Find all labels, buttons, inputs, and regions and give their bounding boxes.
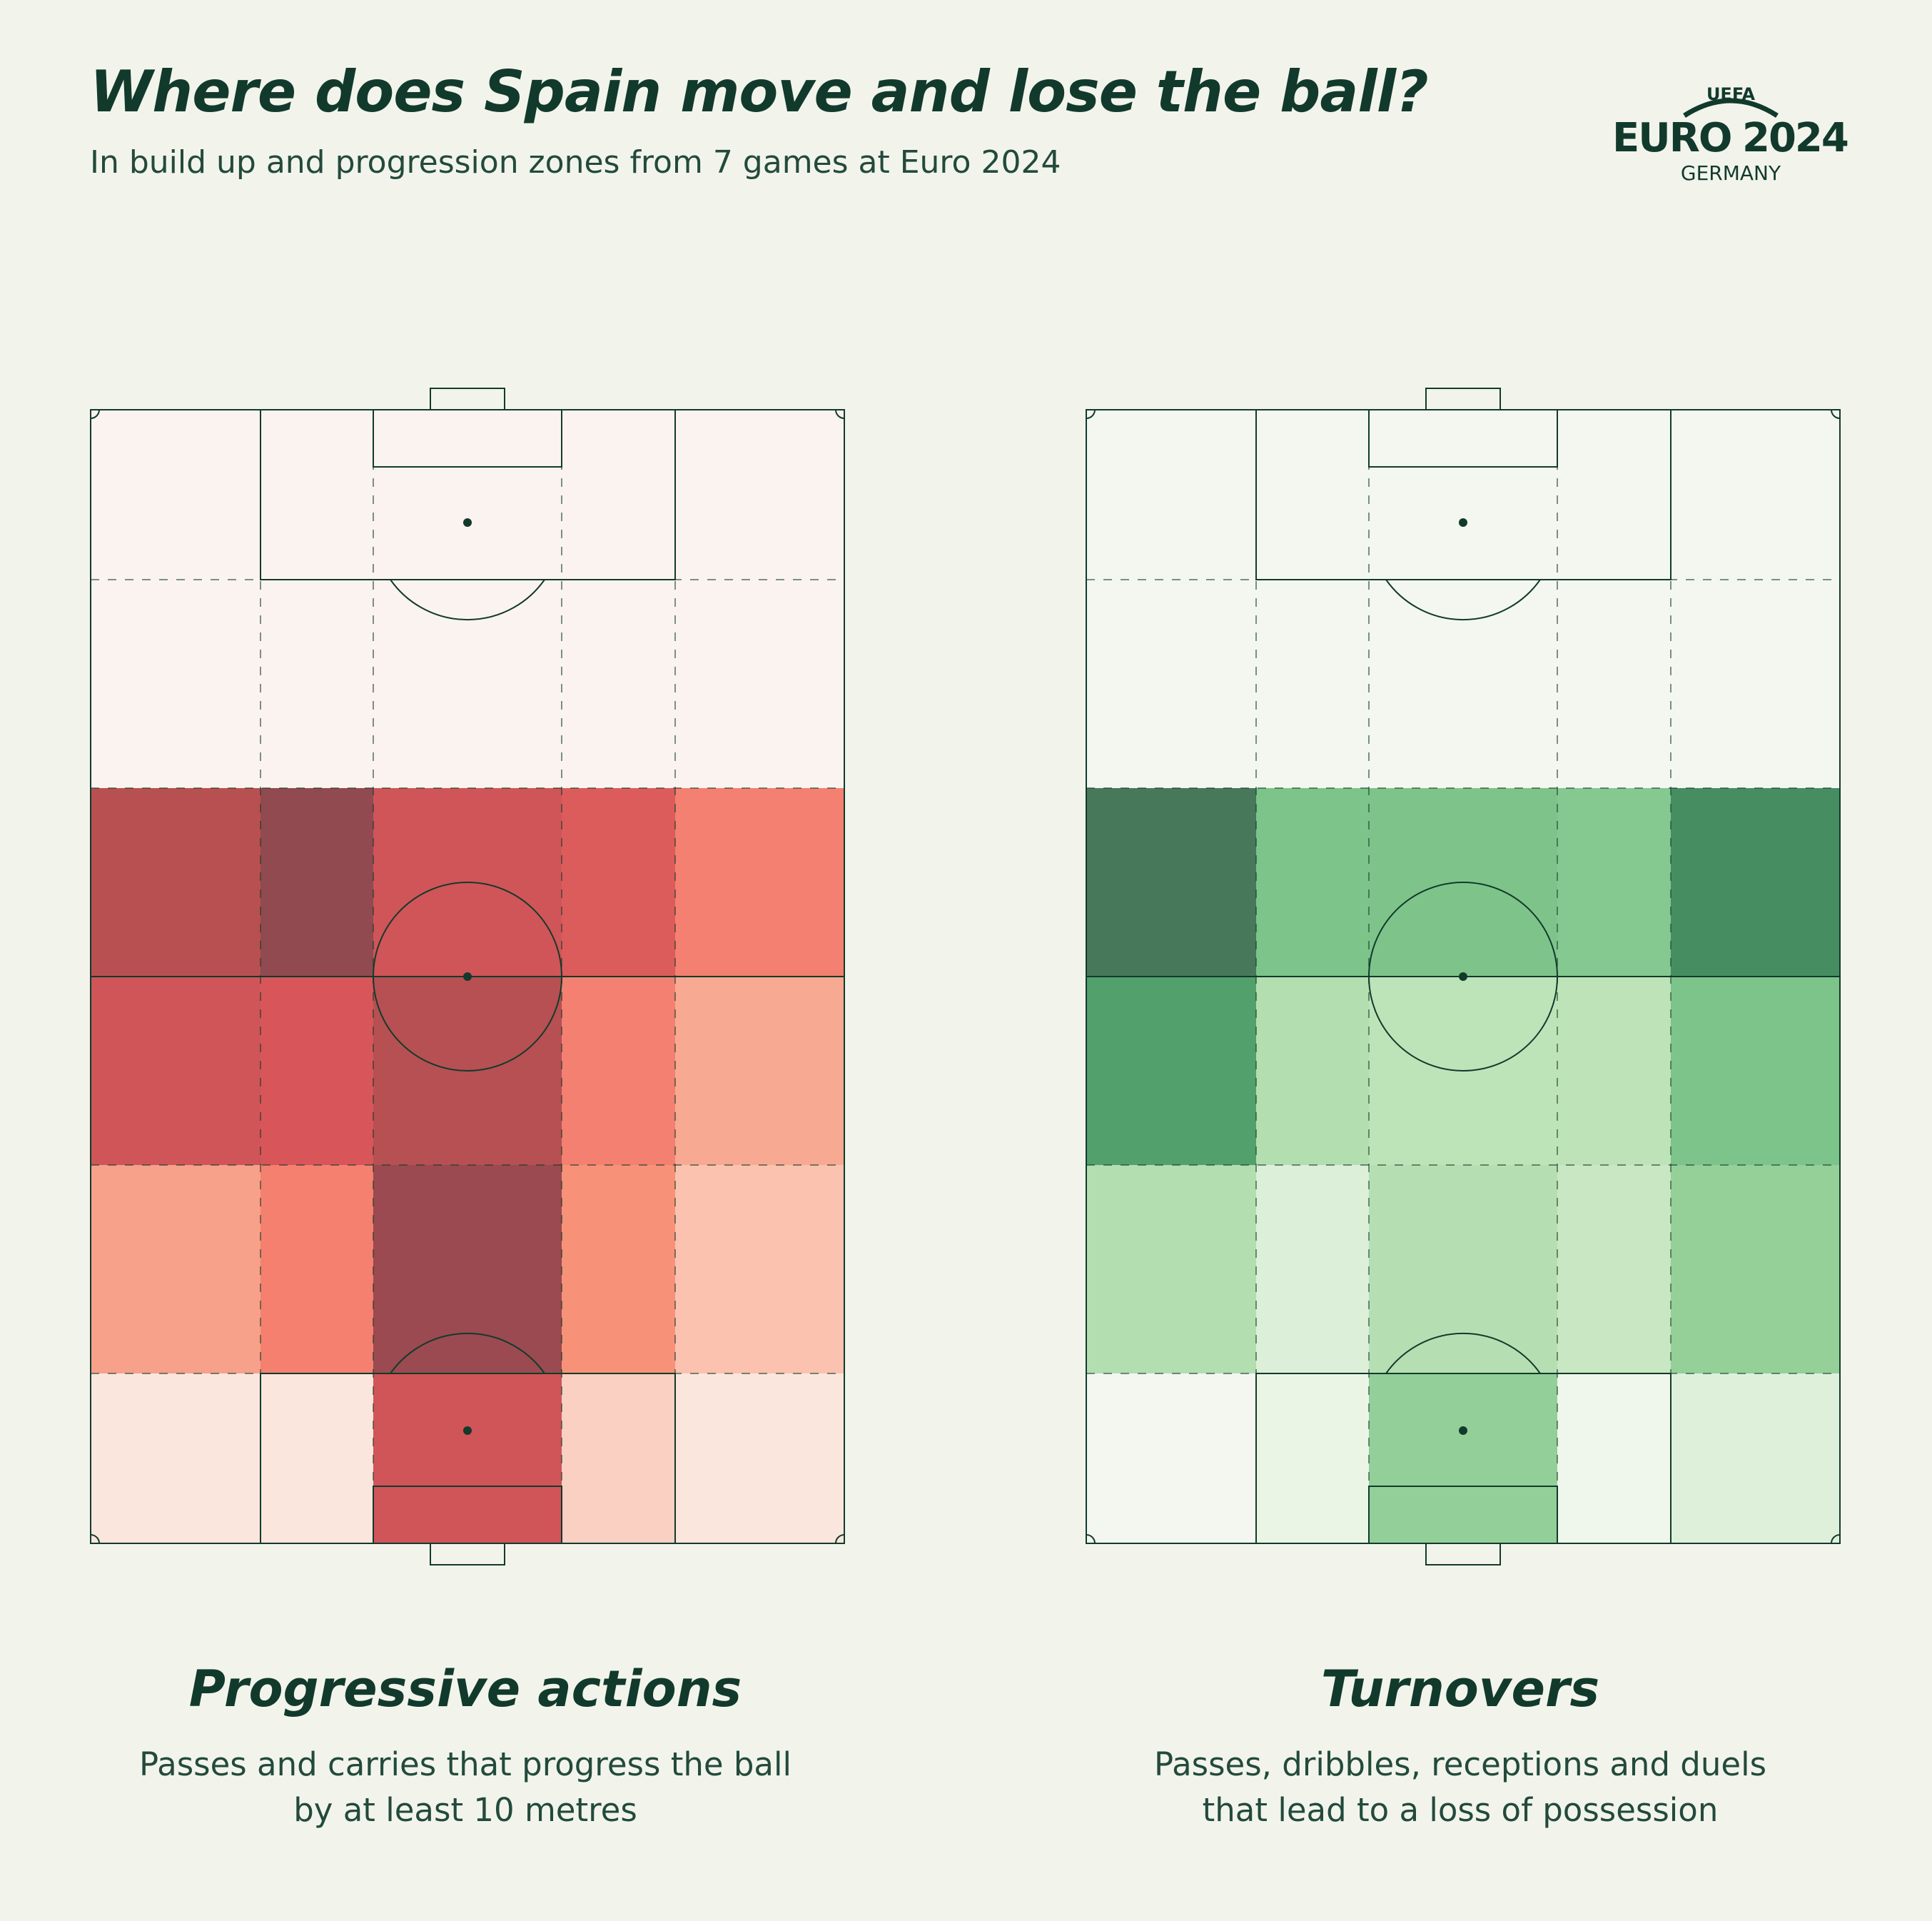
corner-arc bbox=[1831, 1534, 1841, 1544]
heatmap-cell-final-third-upper-half-space-right bbox=[562, 410, 675, 580]
heatmap-cell-defensive-upper-half-space-right bbox=[562, 1165, 675, 1373]
progressive-actions-description-line-2: by at least 10 metres bbox=[293, 1791, 637, 1829]
corner-arc bbox=[835, 1534, 845, 1544]
progressive-actions-title: Progressive actions bbox=[188, 1660, 742, 1718]
centre-spot bbox=[463, 972, 472, 981]
turnovers-description-line-2: that lead to a loss of possession bbox=[1202, 1791, 1719, 1829]
centre-circle bbox=[1368, 882, 1558, 1072]
heatmap-cell-midfield-lower-half-space-left bbox=[1256, 977, 1369, 1165]
heatmap-cell-defensive-box-wide-left bbox=[91, 1373, 261, 1543]
heatmap-cell-final-third-upper-half-space-left bbox=[261, 410, 373, 580]
heatmap-cell-defensive-upper-wide-left bbox=[1086, 1165, 1256, 1373]
heatmap-cell-midfield-lower-wide-right bbox=[675, 977, 844, 1165]
heatmap-cell-final-third-upper-wide-right bbox=[675, 410, 844, 580]
heatmap-cell-final-third-lower-wide-right bbox=[1671, 580, 1840, 788]
heatmap-cell-defensive-box-half-space-right bbox=[1557, 1373, 1671, 1543]
heatmap-cell-defensive-box-wide-left bbox=[1086, 1373, 1256, 1543]
heatmap-cell-midfield-lower-wide-left bbox=[91, 977, 261, 1165]
heatmap-cell-midfield-lower-half-space-right bbox=[1557, 977, 1671, 1165]
heatmap-cell-final-third-lower-half-space-left bbox=[1256, 580, 1369, 788]
heatmap-cell-midfield-upper-wide-left bbox=[91, 788, 261, 977]
logo-euro-text: EURO bbox=[1612, 115, 1731, 161]
heatmap-cell-final-third-lower-wide-left bbox=[91, 580, 261, 788]
logo-year-text: 2024 bbox=[1742, 115, 1848, 161]
centre-circle bbox=[373, 882, 562, 1072]
heatmap-cell-midfield-upper-half-space-left bbox=[1256, 788, 1369, 977]
goal-bottom bbox=[430, 1543, 505, 1565]
penalty-arc-top bbox=[1385, 579, 1541, 621]
heatmap-cell-midfield-upper-half-space-right bbox=[562, 788, 675, 977]
penalty-spot-bottom bbox=[463, 1426, 472, 1435]
progressive-actions-description: Passes and carries that progress the bal… bbox=[73, 1742, 858, 1833]
heatmap-cell-midfield-lower-wide-right bbox=[1671, 977, 1840, 1165]
heatmap-cell-defensive-box-central bbox=[1369, 1373, 1557, 1543]
centre-spot bbox=[1459, 972, 1467, 981]
heatmap-cell-final-third-upper-wide-left bbox=[91, 410, 261, 580]
logo-germany-text: GERMANY bbox=[1681, 161, 1781, 185]
chart-title: Where does Spain move and lose the ball? bbox=[90, 59, 1429, 125]
goal-bottom bbox=[1425, 1543, 1501, 1565]
turnovers-title: Turnovers bbox=[1320, 1660, 1600, 1718]
heatmap-cell-final-third-upper-central bbox=[1369, 410, 1557, 580]
heatmap-cell-defensive-upper-half-space-left bbox=[261, 1165, 373, 1373]
goal-top bbox=[1425, 388, 1501, 410]
heatmap-cell-midfield-upper-half-space-left bbox=[261, 788, 373, 977]
heatmap-cell-midfield-upper-half-space-right bbox=[1557, 788, 1671, 977]
heatmap-cell-defensive-upper-half-space-left bbox=[1256, 1165, 1369, 1373]
heatmap-cell-final-third-lower-central bbox=[373, 580, 562, 788]
heatmap-cell-final-third-upper-wide-right bbox=[1671, 410, 1840, 580]
heatmap-cell-final-third-upper-half-space-right bbox=[1557, 410, 1671, 580]
heatmap-cell-final-third-lower-half-space-right bbox=[1557, 580, 1671, 788]
heatmap-cell-midfield-upper-wide-right bbox=[1671, 788, 1840, 977]
penalty-spot-top bbox=[463, 518, 472, 527]
turnovers-description: Passes, dribbles, receptions and duels t… bbox=[1068, 1742, 1853, 1833]
penalty-spot-bottom bbox=[1459, 1426, 1467, 1435]
heatmap-cell-midfield-upper-wide-left bbox=[1086, 788, 1256, 977]
turnovers-heatmap bbox=[1086, 388, 1841, 1565]
corner-arc bbox=[1086, 1534, 1096, 1544]
heatmap-cell-defensive-box-half-space-right bbox=[562, 1373, 675, 1543]
heatmap-cell-defensive-box-wide-right bbox=[1671, 1373, 1840, 1543]
progressive-actions-heatmap bbox=[90, 388, 845, 1565]
heatmap-cell-final-third-lower-wide-right bbox=[675, 580, 844, 788]
corner-arc bbox=[90, 1534, 100, 1544]
corner-arc bbox=[90, 409, 100, 419]
heatmap-cell-final-third-upper-central bbox=[373, 410, 562, 580]
heatmap-cell-defensive-upper-wide-left bbox=[91, 1165, 261, 1373]
heatmap-cell-midfield-lower-half-space-right bbox=[562, 977, 675, 1165]
corner-arc bbox=[1086, 409, 1096, 419]
heatmap-cell-defensive-upper-half-space-right bbox=[1557, 1165, 1671, 1373]
logo-uefa-text: UEFA bbox=[1706, 84, 1756, 104]
turnovers-description-line-1: Passes, dribbles, receptions and duels bbox=[1153, 1745, 1767, 1783]
heatmap-cell-final-third-upper-half-space-left bbox=[1256, 410, 1369, 580]
logo-arc bbox=[1683, 98, 1779, 118]
heatmap-cell-defensive-upper-wide-right bbox=[675, 1165, 844, 1373]
penalty-arc-bottom bbox=[390, 1332, 545, 1374]
heatmap-cell-final-third-upper-wide-left bbox=[1086, 410, 1256, 580]
heatmap-cell-final-third-lower-half-space-left bbox=[261, 580, 373, 788]
heatmap-cell-defensive-box-central bbox=[373, 1373, 562, 1543]
goal-top bbox=[430, 388, 505, 410]
heatmap-cell-defensive-box-wide-right bbox=[675, 1373, 844, 1543]
heatmap-cell-defensive-box-half-space-left bbox=[1256, 1373, 1369, 1543]
heatmap-cell-defensive-upper-central bbox=[373, 1165, 562, 1373]
corner-arc bbox=[1831, 409, 1841, 419]
heatmap-cell-midfield-upper-wide-right bbox=[675, 788, 844, 977]
corner-arc bbox=[835, 409, 845, 419]
heatmap-cell-midfield-lower-half-space-left bbox=[261, 977, 373, 1165]
heatmap-cell-midfield-lower-wide-left bbox=[1086, 977, 1256, 1165]
heatmap-cell-defensive-box-half-space-left bbox=[261, 1373, 373, 1543]
penalty-arc-top bbox=[390, 579, 545, 621]
euro2024-logo: UEFA EURO 2024 GERMANY bbox=[1612, 84, 1849, 185]
progressive-actions-description-line-1: Passes and carries that progress the bal… bbox=[139, 1745, 791, 1783]
chart-subtitle: In build up and progression zones from 7… bbox=[90, 144, 1061, 181]
heatmap-cell-final-third-lower-half-space-right bbox=[562, 580, 675, 788]
penalty-arc-bottom bbox=[1385, 1332, 1541, 1374]
penalty-spot-top bbox=[1459, 518, 1467, 527]
heatmap-cell-defensive-upper-central bbox=[1369, 1165, 1557, 1373]
heatmap-cell-final-third-lower-central bbox=[1369, 580, 1557, 788]
heatmap-cell-final-third-lower-wide-left bbox=[1086, 580, 1256, 788]
heatmap-cell-defensive-upper-wide-right bbox=[1671, 1165, 1840, 1373]
